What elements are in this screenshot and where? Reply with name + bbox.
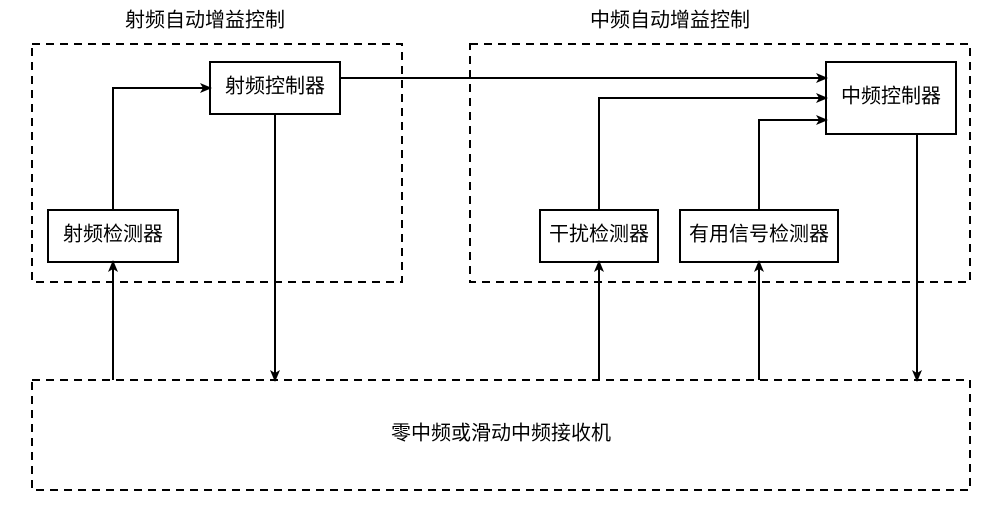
arrow-sig-to-ifctrl — [759, 120, 826, 210]
title-left: 射频自动增益控制 — [125, 9, 285, 32]
rf-controller-label: 射频控制器 — [225, 75, 325, 98]
arrow-intf-to-ifctrl — [599, 98, 826, 210]
if-controller-label: 中频控制器 — [841, 85, 941, 108]
group-if-agc — [470, 44, 970, 282]
group-rf-agc — [32, 44, 402, 282]
title-right: 中频自动增益控制 — [590, 9, 750, 32]
rf-detector-label: 射频检测器 — [63, 223, 163, 246]
arrow-rfdet-to-rfctrl — [113, 88, 210, 210]
receiver-label: 零中频或滑动中频接收机 — [391, 422, 611, 445]
interference-detector-label: 干扰检测器 — [549, 223, 649, 246]
signal-detector-label: 有用信号检测器 — [689, 223, 829, 246]
block-diagram: 射频自动增益控制 中频自动增益控制射频控制器射频检测器 中频控制器干扰检测器 有用信号… — [0, 0, 1000, 518]
